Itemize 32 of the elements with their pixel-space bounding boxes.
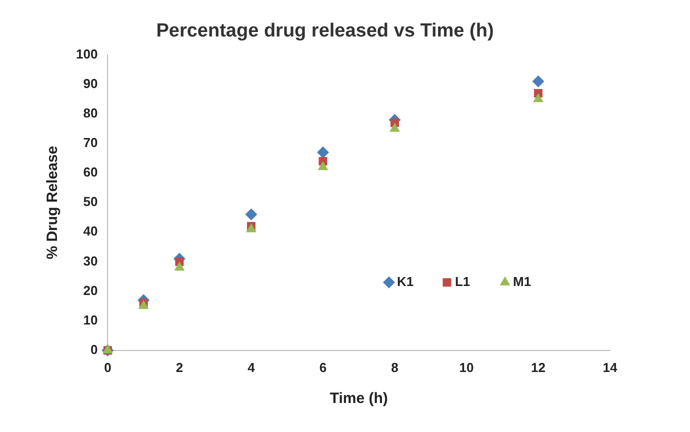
point [316,146,329,158]
y-axis-title: % Drug Release [44,146,62,260]
y-tick-label: 60 [83,164,98,180]
y-tick-label: 50 [83,194,98,210]
legend-label: M1 [512,274,532,289]
y-tick-label: 30 [83,253,98,268]
x-tick-label: 2 [176,360,184,375]
y-tick-label: 0 [90,342,98,357]
point [390,122,400,132]
y-tick-label: 100 [76,46,98,62]
x-tick-label: 0 [104,360,112,375]
point [318,161,328,170]
y-tick-label: 20 [83,282,98,298]
x-tick-label: 14 [602,360,618,375]
point [174,262,185,271]
point [245,208,258,220]
y-tick-label: 70 [83,135,98,150]
x-tick-label: 8 [391,360,398,375]
x-axis-title: Time (h) [330,390,388,408]
x-tick-label: 10 [459,360,474,375]
point [532,75,544,88]
legend-label: L1 [454,274,470,289]
x-tick-label: 12 [531,360,546,375]
x-tick-label: 6 [319,360,327,375]
y-tick-label: 10 [83,312,98,328]
y-tick-label: 40 [83,224,98,239]
y-tick-label: 90 [83,76,98,91]
point [533,93,544,102]
x-tick-label: 4 [248,360,256,375]
chart-title: Percentage drug released vs Time (h) [156,20,494,42]
y-tick-label: 80 [83,106,98,120]
legend-label: K1 [396,274,414,289]
